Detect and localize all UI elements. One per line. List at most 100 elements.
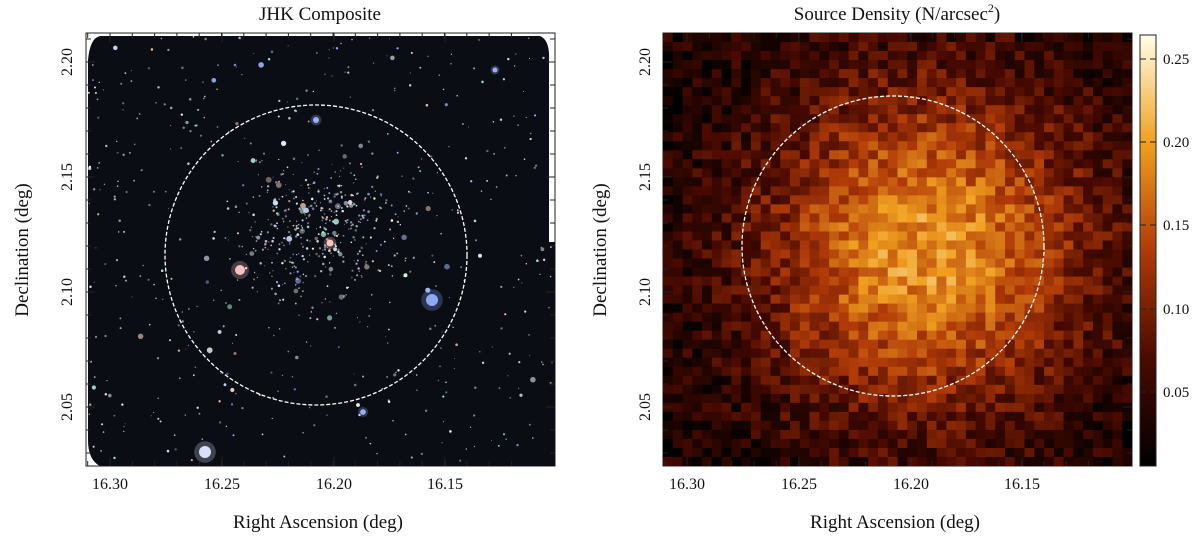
heatmap-cell xyxy=(672,438,683,449)
star xyxy=(313,201,316,205)
star xyxy=(97,116,100,119)
heatmap-cell xyxy=(946,60,957,70)
heatmap-cell xyxy=(887,177,898,187)
y-tick-label: 2.20 xyxy=(59,48,76,76)
star xyxy=(415,212,418,215)
heatmap-cell xyxy=(829,222,840,232)
heatmap-cell xyxy=(780,33,791,43)
heatmap-cell xyxy=(848,123,859,133)
bright-source xyxy=(360,409,366,415)
heatmap-cell xyxy=(780,357,791,368)
heatmap-cell xyxy=(711,231,722,241)
star xyxy=(358,413,361,417)
heatmap-cell xyxy=(877,105,889,115)
heatmap-cell xyxy=(936,429,947,440)
heatmap-cell xyxy=(1102,123,1113,133)
heatmap-cell xyxy=(692,429,703,440)
heatmap-cell xyxy=(1014,96,1025,106)
heatmap-cell xyxy=(926,411,937,422)
heatmap-cell xyxy=(770,393,781,404)
star xyxy=(386,55,388,57)
heatmap-cell xyxy=(741,249,752,259)
star xyxy=(284,215,288,218)
heatmap-cell xyxy=(1073,384,1084,395)
heatmap-cell xyxy=(790,294,801,304)
heatmap-cell xyxy=(975,222,986,232)
star xyxy=(155,101,157,104)
heatmap-cell xyxy=(956,276,967,286)
star xyxy=(282,298,285,301)
heatmap-cell xyxy=(1034,186,1045,196)
heatmap-cell xyxy=(1112,393,1123,404)
star xyxy=(261,433,264,436)
heatmap-cell xyxy=(1083,384,1094,395)
star xyxy=(514,65,516,67)
heatmap-cell xyxy=(907,168,918,178)
heatmap-cell xyxy=(702,375,713,386)
heatmap-cell xyxy=(682,42,693,52)
heatmap-cell xyxy=(741,294,752,304)
heatmap-cell xyxy=(877,375,889,386)
heatmap-cell xyxy=(682,456,693,466)
star xyxy=(344,71,346,73)
star xyxy=(347,286,350,288)
heatmap-cell xyxy=(1122,303,1132,313)
star xyxy=(498,387,501,390)
heatmap-cell xyxy=(1092,132,1103,142)
heatmap-cell xyxy=(897,393,908,404)
heatmap-cell xyxy=(780,249,791,259)
heatmap-cell xyxy=(702,177,713,187)
heatmap-cell xyxy=(819,177,830,187)
heatmap-cell xyxy=(1014,339,1025,350)
heatmap-cell xyxy=(907,294,918,304)
star xyxy=(542,258,546,262)
star xyxy=(359,218,362,221)
star xyxy=(322,263,325,265)
heatmap-cell xyxy=(868,240,879,250)
heatmap-cell xyxy=(1092,357,1103,368)
heatmap-cell xyxy=(858,438,869,449)
star xyxy=(228,257,231,260)
heatmap-cell xyxy=(750,96,762,106)
heatmap-cell xyxy=(1024,132,1035,142)
heatmap-cell xyxy=(663,384,674,395)
star xyxy=(516,443,519,447)
heatmap-cell xyxy=(1044,321,1055,331)
heatmap-cell xyxy=(790,42,801,52)
heatmap-cell xyxy=(877,78,889,88)
star xyxy=(522,90,525,92)
heatmap-cell xyxy=(819,240,830,250)
star xyxy=(326,186,329,189)
heatmap-cell xyxy=(672,33,683,43)
star xyxy=(255,236,257,238)
heatmap-cell xyxy=(1034,150,1045,160)
star xyxy=(213,230,216,233)
heatmap-cell xyxy=(819,420,830,431)
heatmap-cell xyxy=(731,411,742,422)
heatmap-cell xyxy=(887,321,898,331)
heatmap-cell xyxy=(868,402,879,413)
star xyxy=(117,180,119,182)
star xyxy=(181,311,183,313)
star xyxy=(94,86,96,89)
heatmap-cell xyxy=(877,204,889,214)
star xyxy=(313,171,316,173)
heatmap-cell xyxy=(965,159,976,169)
heatmap-cell xyxy=(741,87,752,97)
heatmap-cell xyxy=(877,258,889,268)
colorbar-tick-label: 0.20 xyxy=(1163,135,1189,151)
star xyxy=(358,270,360,272)
heatmap-cell xyxy=(946,123,957,133)
heatmap-cell xyxy=(663,240,674,250)
star xyxy=(396,151,399,154)
heatmap-cell xyxy=(770,357,781,368)
heatmap-cell xyxy=(877,132,889,142)
heatmap-cell xyxy=(995,42,1006,52)
heatmap-cell xyxy=(956,294,967,304)
heatmap-cell xyxy=(1112,78,1123,88)
star xyxy=(296,270,299,273)
heatmap-cell xyxy=(917,258,928,268)
heatmap-cell xyxy=(946,222,957,232)
star xyxy=(185,120,189,125)
star xyxy=(317,168,320,170)
